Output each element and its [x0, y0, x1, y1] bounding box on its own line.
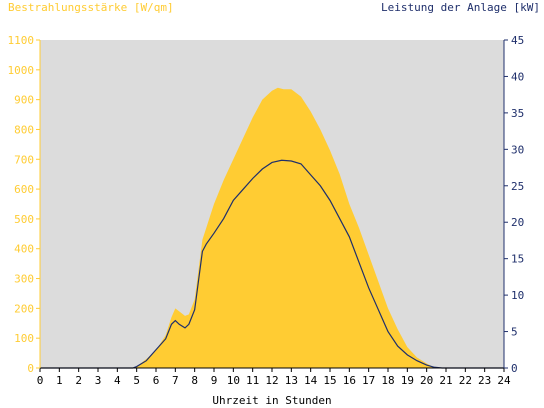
left-tick-label: 800 — [14, 123, 34, 136]
left-tick-label: 1100 — [8, 34, 35, 47]
right-tick-label: 40 — [511, 70, 524, 83]
x-tick-label: 4 — [114, 374, 121, 387]
right-tick-label: 25 — [511, 180, 524, 193]
x-tick-label: 15 — [323, 374, 336, 387]
x-tick-label: 23 — [478, 374, 491, 387]
x-tick-label: 8 — [191, 374, 198, 387]
axes-layer: 0 1 2 3 4 5 6 7 8 9 10 11 12 13 14 15 16 17 18 19 20 21 22 23 24… — [8, 34, 525, 387]
x-tick-label: 10 — [227, 374, 240, 387]
right-tick-label: 45 — [511, 34, 524, 47]
x-tick-label: 1 — [56, 374, 63, 387]
left-tick-label: 200 — [14, 302, 34, 315]
left-tick-label: 700 — [14, 153, 34, 166]
left-axis-title: Bestrahlungsstärke [W/qm] — [8, 1, 174, 14]
x-tick-label: 5 — [133, 374, 140, 387]
left-tick-label: 300 — [14, 273, 34, 286]
irradiance-area — [40, 87, 504, 369]
x-tick-label: 16 — [343, 374, 356, 387]
x-axis-label: Uhrzeit in Stunden — [212, 394, 332, 407]
x-tick-label: 0 — [37, 374, 44, 387]
right-tick-label: 10 — [511, 289, 524, 302]
x-tick-label: 14 — [304, 374, 318, 387]
left-tick-label: 400 — [14, 243, 34, 256]
irradiance-area-layer — [40, 87, 504, 369]
x-tick-label: 11 — [246, 374, 259, 387]
x-tick-label: 7 — [172, 374, 179, 387]
left-tick-label: 1000 — [8, 64, 35, 77]
x-tick-label: 12 — [265, 374, 278, 387]
x-tick-label: 20 — [420, 374, 433, 387]
x-tick-label: 17 — [362, 374, 375, 387]
x-tick-label: 13 — [285, 374, 298, 387]
left-tick-label: 600 — [14, 183, 34, 196]
right-tick-label: 15 — [511, 253, 524, 266]
x-tick-label: 18 — [381, 374, 394, 387]
x-tick-label: 6 — [153, 374, 160, 387]
x-tick-label: 2 — [75, 374, 82, 387]
left-tick-label: 500 — [14, 213, 34, 226]
power-line-layer — [40, 159, 504, 369]
right-tick-label: 35 — [511, 107, 524, 120]
x-tick-label: 19 — [401, 374, 414, 387]
right-tick-label: 30 — [511, 143, 524, 156]
x-tick-label: 24 — [497, 374, 511, 387]
left-tick-label: 100 — [14, 332, 34, 345]
x-tick-label: 9 — [211, 374, 218, 387]
left-tick-label: 900 — [14, 94, 34, 107]
x-tick-label: 22 — [459, 374, 472, 387]
x-tick-label: 21 — [439, 374, 452, 387]
right-axis-title: Leistung der Anlage [kW] — [381, 1, 540, 14]
power-line — [40, 159, 504, 369]
x-tick-label: 3 — [95, 374, 102, 387]
right-tick-label: 20 — [511, 216, 524, 229]
right-tick-label: 0 — [511, 362, 518, 375]
left-tick-label: 0 — [27, 362, 34, 375]
right-tick-label: 5 — [511, 326, 518, 339]
